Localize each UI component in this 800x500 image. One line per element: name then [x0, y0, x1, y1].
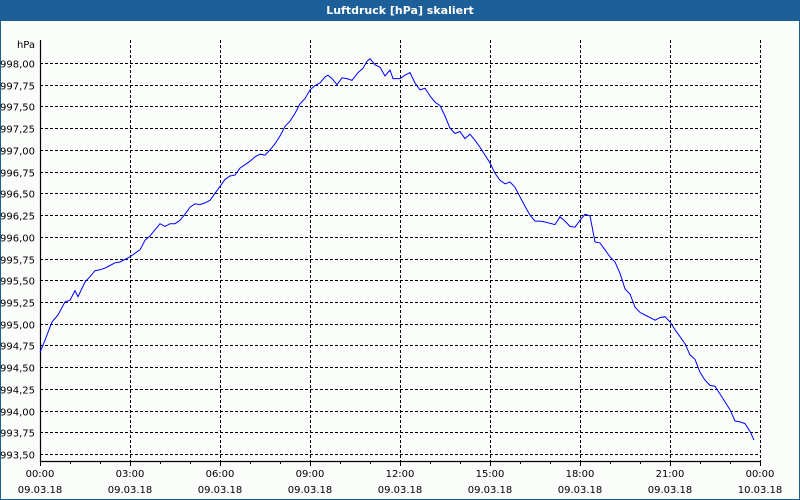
x-tick-date: 09.03.18	[18, 485, 63, 496]
x-tick-time: 03:00	[116, 469, 145, 480]
y-tick-label: 997,00	[0, 147, 35, 158]
x-tick-time: 09:00	[296, 469, 325, 480]
x-tick-date: 09.03.18	[468, 485, 513, 496]
x-tick-date: 09.03.18	[648, 485, 693, 496]
y-tick-label: 996,00	[0, 234, 35, 245]
x-tick-date: 09.03.18	[198, 485, 243, 496]
x-tick-time: 15:00	[476, 469, 505, 480]
x-tick-time: 00:00	[26, 469, 55, 480]
y-tick-label: 994,75	[0, 342, 35, 353]
y-tick-label: 993,50	[0, 451, 35, 462]
series-line-luftdruck	[39, 57, 755, 441]
x-tick-date: 09.03.18	[288, 485, 333, 496]
y-tick-label: 994,00	[0, 408, 35, 419]
y-tick-label: 995,50	[0, 277, 35, 288]
y-tick-label: 996,75	[0, 169, 35, 180]
window-title: Luftdruck [hPa] skaliert	[1, 1, 799, 21]
x-tick-time: 00:00	[746, 469, 775, 480]
x-tick-time: 06:00	[206, 469, 235, 480]
y-tick-label: 996,50	[0, 190, 35, 201]
y-tick-label: 996,25	[0, 212, 35, 223]
y-tick-label: 997,50	[0, 103, 35, 114]
x-tick-date: 09.03.18	[378, 485, 423, 496]
y-axis-unit-label: hPa	[17, 40, 35, 51]
y-tick-label: 994,25	[0, 386, 35, 397]
x-tick-time: 18:00	[566, 469, 595, 480]
x-tick-time: 21:00	[656, 469, 685, 480]
x-tick-time: 12:00	[386, 469, 415, 480]
y-tick-label: 993,75	[0, 429, 35, 440]
x-tick-date: 09.03.18	[558, 485, 603, 496]
y-tick-label: 997,25	[0, 125, 35, 136]
x-tick-date: 09.03.18	[108, 485, 153, 496]
y-tick-label: 998,00	[0, 60, 35, 71]
y-tick-label: 995,75	[0, 256, 35, 267]
y-tick-label: 995,00	[0, 321, 35, 332]
x-tick-date: 10.03.18	[738, 485, 783, 496]
y-tick-label: 994,50	[0, 364, 35, 375]
y-tick-label: 995,25	[0, 299, 35, 310]
y-tick-label: 997,75	[0, 82, 35, 93]
